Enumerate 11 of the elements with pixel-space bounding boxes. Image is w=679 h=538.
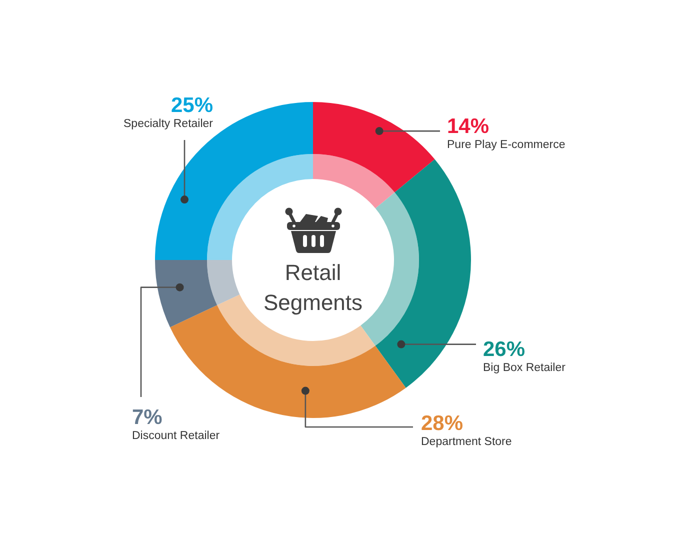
slice-label: Discount Retailer	[132, 430, 220, 442]
data-label: 26%	[483, 338, 526, 361]
slice-label: Specialty Retailer	[124, 118, 214, 130]
data-label: 7%	[132, 406, 163, 429]
text: Retail Segments	[262, 259, 364, 317]
slice-label: Pure Play E-commerce	[447, 139, 566, 151]
data-label: 25%	[170, 94, 214, 117]
data-label: 28%	[421, 412, 464, 435]
slice-label: Big Box Retailer	[483, 362, 566, 374]
slice-label: Department Store	[421, 436, 512, 448]
data-label: 14%	[447, 115, 490, 138]
